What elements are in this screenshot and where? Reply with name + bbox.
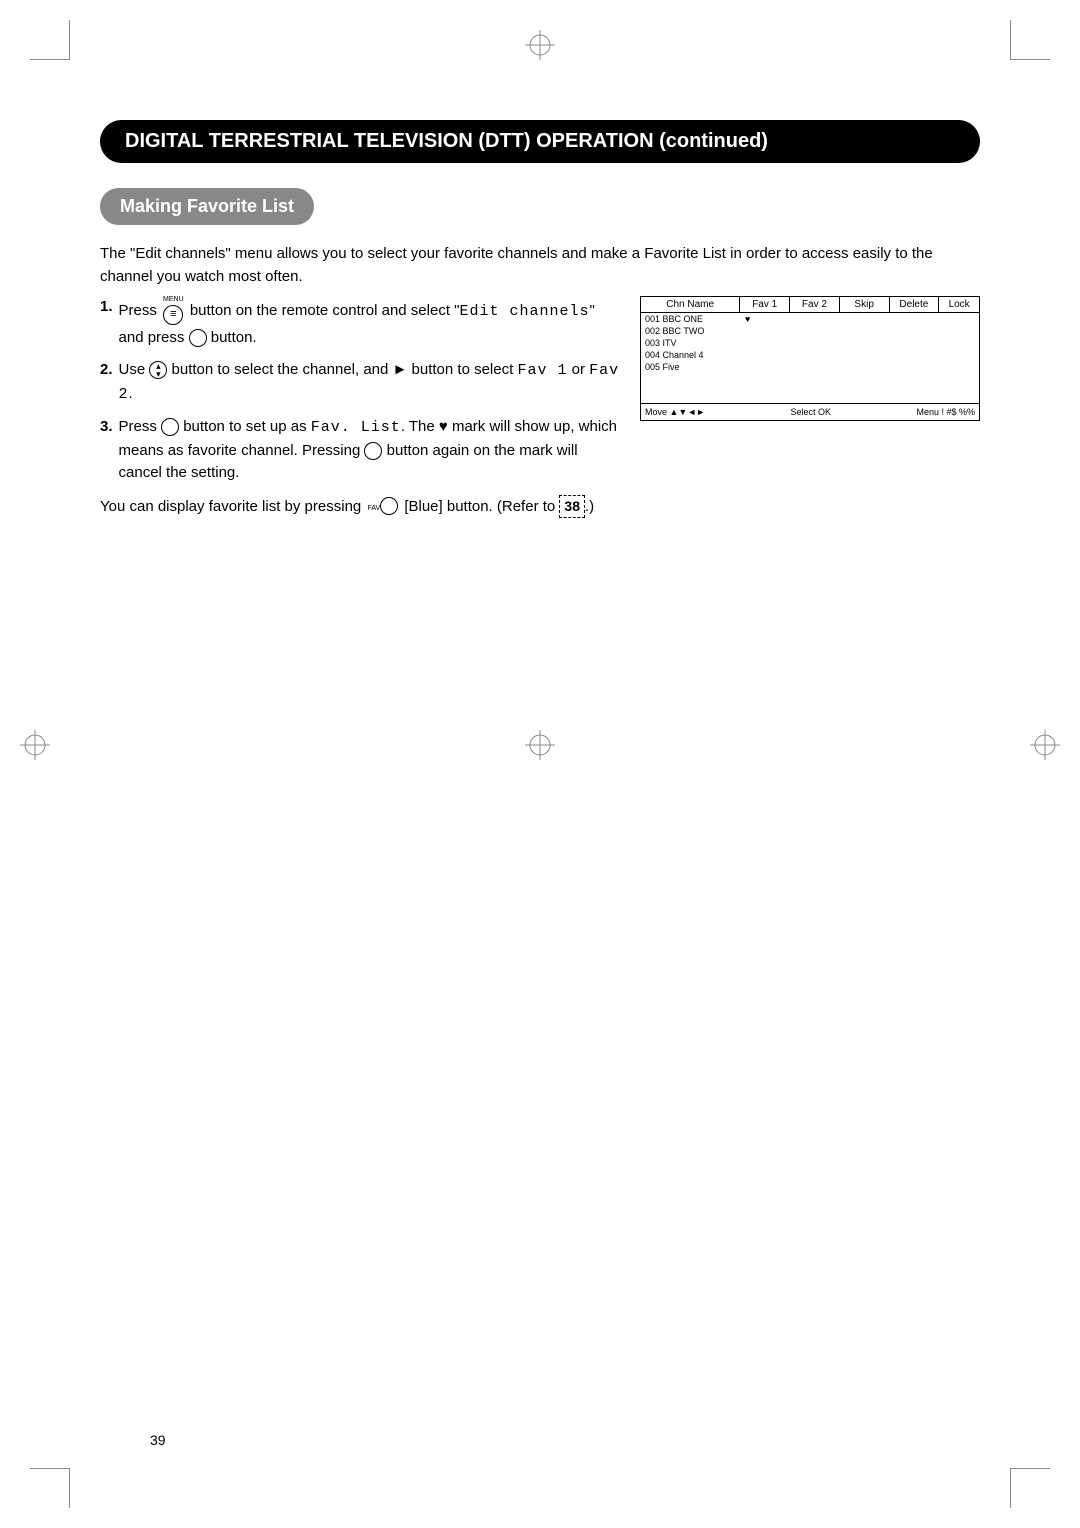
crop-mark — [30, 20, 70, 60]
ok-button-icon — [364, 442, 382, 460]
header-delete: Delete — [890, 297, 940, 312]
cell-fav — [741, 349, 791, 361]
crop-mark — [30, 1468, 70, 1508]
registration-mark-icon — [1030, 730, 1060, 765]
text-fragment: .) — [585, 498, 594, 515]
footer-select: Select OK — [791, 407, 832, 417]
fav-button-icon: FAV — [367, 495, 398, 518]
page-number: 39 — [150, 1432, 166, 1448]
menu-label: MENU — [163, 296, 184, 303]
registration-mark-icon — [525, 730, 555, 765]
option-name: Fav 1 — [517, 362, 567, 379]
step-number: 3. — [100, 416, 113, 439]
step-3: 3. Press button to set up as Fav. List. … — [100, 416, 620, 485]
cell-channel: 005 Five — [641, 361, 741, 373]
ok-button-icon — [161, 418, 179, 436]
step-1: 1. Press MENU button on the remote contr… — [100, 296, 620, 349]
step-text: Press button to set up as Fav. List. The… — [119, 416, 620, 485]
table-body: 001 BBC ONE ♥ 002 BBC TWO 003 ITV 004 Ch… — [641, 313, 979, 403]
step-2: 2. Use button to select the channel, and… — [100, 359, 620, 406]
header-fav1: Fav 1 — [740, 297, 790, 312]
cell-fav — [741, 361, 791, 373]
table-header: Chn Name Fav 1 Fav 2 Skip Delete Lock — [641, 297, 979, 313]
table-row: 001 BBC ONE ♥ — [641, 313, 979, 325]
step-text: Press MENU button on the remote control … — [119, 296, 620, 349]
footer-text: You can display favorite list by pressin… — [100, 495, 620, 519]
crop-mark — [1010, 20, 1050, 60]
text-fragment: You can display favorite list by pressin… — [100, 498, 365, 515]
step-text: Use button to select the channel, and ► … — [119, 359, 620, 406]
ok-button-icon — [189, 329, 207, 347]
option-name: Fav. List — [311, 419, 401, 436]
cell-channel: 001 BBC ONE — [641, 313, 741, 325]
section-header: DIGITAL TERRESTRIAL TELEVISION (DTT) OPE… — [100, 120, 980, 163]
step-number: 2. — [100, 359, 113, 382]
registration-mark-icon — [20, 730, 50, 765]
table-row: 005 Five — [641, 361, 979, 373]
fav-label: FAV — [367, 505, 380, 512]
page-reference: 38 — [559, 495, 585, 518]
intro-text: The "Edit channels" menu allows you to s… — [100, 243, 980, 288]
updown-button-icon — [149, 361, 167, 379]
cell-channel: 003 ITV — [641, 337, 741, 349]
table-row: 002 BBC TWO — [641, 325, 979, 337]
text-fragment: button to set up as — [179, 418, 311, 435]
step-number: 1. — [100, 296, 113, 319]
table-row: 003 ITV — [641, 337, 979, 349]
cell-fav: ♥ — [741, 313, 791, 325]
edit-channels-table: Chn Name Fav 1 Fav 2 Skip Delete Lock 00… — [640, 296, 980, 421]
text-fragment: [Blue] button. (Refer to — [400, 498, 559, 515]
menu-name: Edit channels — [459, 303, 589, 320]
text-fragment: or — [567, 361, 589, 378]
text-fragment: Press — [119, 418, 162, 435]
header-fav2: Fav 2 — [790, 297, 840, 312]
cell-fav — [741, 325, 791, 337]
text-fragment: button on the remote control and select … — [186, 302, 460, 319]
header-channel: Chn Name — [641, 297, 740, 312]
cell-channel: 004 Channel 4 — [641, 349, 741, 361]
table-footer: Move ▲▼◄► Select OK Menu ! #$ %% — [641, 403, 979, 420]
cell-fav — [741, 337, 791, 349]
registration-mark-icon — [525, 30, 555, 65]
cell-channel: 002 BBC TWO — [641, 325, 741, 337]
crop-mark — [1010, 1468, 1050, 1508]
subsection-header: Making Favorite List — [100, 188, 314, 225]
text-fragment: Press — [119, 302, 162, 319]
header-lock: Lock — [939, 297, 979, 312]
text-fragment: button to select the channel, and ► butt… — [167, 361, 517, 378]
footer-move: Move ▲▼◄► — [645, 407, 705, 417]
table-row: 004 Channel 4 — [641, 349, 979, 361]
text-fragment: button. — [207, 329, 257, 346]
footer-menu: Menu ! #$ %% — [916, 407, 975, 417]
text-fragment: . — [129, 385, 133, 402]
header-skip: Skip — [840, 297, 890, 312]
text-fragment: Use — [119, 361, 150, 378]
menu-button-icon: MENU — [163, 296, 184, 327]
